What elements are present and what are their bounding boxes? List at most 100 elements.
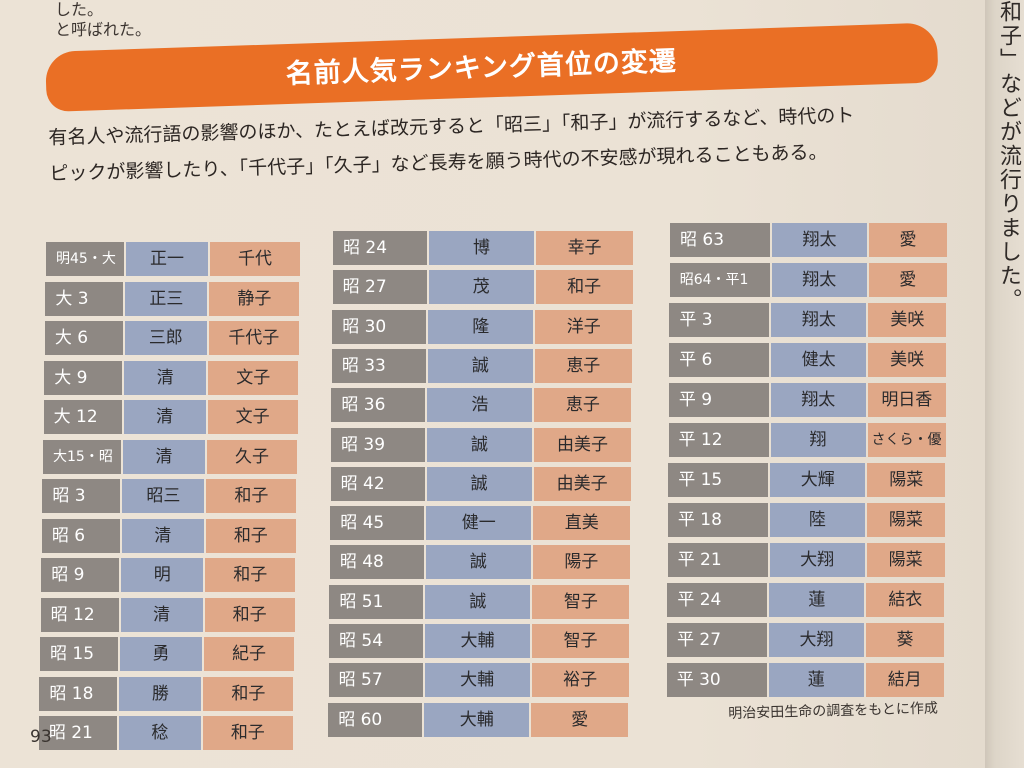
era-cell: 昭 63 (670, 223, 770, 257)
ranking-table-2: 昭 24 博幸子昭 27 茂和子昭 30 隆洋子昭 33 誠恵子昭 36 浩恵子昭 39 誠… (328, 231, 633, 742)
boy-name-cell: 清 (121, 518, 204, 553)
era-cell: 昭 45 (330, 506, 425, 541)
table-row: 昭 36 浩恵子 (331, 388, 632, 423)
table-row: 大 9 清文子 (44, 360, 299, 395)
girl-name-cell: 幸子 (536, 231, 633, 265)
boy-name-cell: 清 (120, 597, 203, 632)
table-row: 昭 21 稔和子 (38, 716, 293, 750)
girl-name-cell: 美咲 (868, 343, 947, 377)
boy-name-cell: 翔太 (771, 303, 867, 337)
table-row: 昭 45 健一 直美 (330, 506, 631, 541)
era-cell: 昭 27 (332, 270, 427, 305)
boy-name-cell: 三郎 (124, 321, 207, 355)
era-cell: 昭 24 (333, 231, 427, 265)
era-cell: 平 12 (668, 423, 769, 457)
boy-name-cell: 勝 (119, 676, 202, 711)
boy-name-cell: 翔 (770, 423, 866, 457)
boy-name-cell: 浩 (427, 388, 533, 423)
girl-name-cell: 智子 (532, 624, 629, 658)
era-cell: 昭 33 (331, 348, 426, 383)
table-row: 昭 30 隆洋子 (332, 309, 633, 344)
table-row: 昭 15 勇紀子 (40, 637, 294, 671)
era-cell: 昭 60 (328, 702, 423, 737)
boy-name-cell: 大翔 (769, 623, 864, 657)
table-row: 昭 60 大輔愛 (328, 702, 629, 737)
boy-name-cell: 誠 (425, 584, 531, 619)
table-row: 昭 51 誠智子 (329, 584, 630, 619)
girl-name-cell: 直美 (533, 506, 631, 541)
era-cell: 平 21 (667, 543, 768, 577)
era-cell: 昭 9 (41, 558, 120, 592)
era-cell: 昭 48 (329, 545, 424, 580)
section-title: 名前人気ランキング首位の変遷 (285, 46, 678, 91)
girl-name-cell: 結月 (865, 663, 944, 697)
era-cell: 昭 54 (329, 624, 423, 658)
era-cell: 昭 12 (40, 597, 119, 632)
girl-name-cell: 和子 (202, 716, 293, 750)
girl-name-cell: 恵子 (534, 388, 632, 423)
boy-name-cell: 正一 (126, 242, 208, 276)
boy-name-cell: 翔太 (770, 383, 866, 417)
boy-name-cell: 翔太 (772, 223, 867, 257)
table-row: 昭 9 明和子 (41, 558, 296, 592)
era-cell: 平 6 (669, 343, 770, 377)
table-row: 昭 27 茂和子 (332, 270, 633, 305)
table-row: 昭 12 清和子 (40, 597, 295, 632)
girl-name-cell: 愛 (868, 263, 947, 297)
table-row: 昭 42 誠由美子 (330, 466, 631, 501)
era-cell: 昭 3 (42, 479, 121, 513)
boy-name-cell: 正三 (125, 281, 208, 316)
girl-name-cell: 陽子 (532, 545, 630, 580)
girl-name-cell: 和子 (204, 597, 295, 632)
table-row: 昭 24 博幸子 (333, 231, 633, 265)
girl-name-cell: 和子 (535, 270, 633, 305)
girl-name-cell: 和子 (206, 479, 297, 513)
girl-name-cell: 和子 (203, 676, 294, 711)
era-cell: 昭 36 (331, 388, 426, 423)
boy-name-cell: 大輔 (425, 624, 530, 658)
girl-name-cell: 久子 (207, 439, 297, 474)
page-number: 93 (30, 727, 52, 747)
boy-name-cell: 大翔 (769, 543, 865, 577)
top-text-line: と呼ばれた。 (55, 20, 152, 39)
table-row: 大 12 清文子 (43, 400, 298, 434)
girl-name-cell: 恵子 (534, 348, 632, 383)
table-row: 昭 33 誠恵子 (331, 348, 632, 383)
era-cell: 昭64・平1 (669, 263, 770, 297)
table-row: 昭 6 清和子 (41, 518, 296, 553)
boy-name-cell: 蓮 (768, 663, 864, 697)
era-cell: 昭 57 (328, 663, 423, 698)
boy-name-cell: 陸 (769, 503, 865, 537)
era-cell: 大 9 (44, 360, 123, 395)
girl-name-cell: 和子 (205, 558, 296, 592)
girl-name-cell: 文子 (208, 360, 299, 395)
boy-name-cell: 明 (121, 558, 204, 592)
era-cell: 昭 30 (332, 309, 427, 344)
girl-name-cell: 葵 (866, 623, 944, 657)
era-cell: 平 3 (669, 303, 770, 337)
table-row: 大 3 正三 静子 (45, 281, 300, 316)
era-cell: 平 24 (667, 583, 768, 617)
boy-name-cell: 大輔 (424, 663, 530, 698)
table-row: 平 30 蓮結月 (666, 663, 944, 697)
girl-name-cell: 千代 (210, 242, 300, 276)
era-cell: 昭 6 (41, 518, 120, 553)
boy-name-cell: 清 (124, 360, 207, 395)
top-text: した。 と呼ばれた。 (55, 0, 151, 40)
boy-name-cell: 博 (429, 231, 534, 265)
era-cell: 平 15 (668, 463, 769, 497)
girl-name-cell: さくら・優花 (867, 423, 946, 482)
girl-name-cell: 陽菜 (866, 503, 945, 537)
girl-name-cell: 静子 (209, 281, 300, 316)
girl-name-cell: 陽菜 (866, 543, 945, 577)
girl-name-cell: 愛 (531, 702, 629, 737)
era-cell: 平 9 (668, 383, 769, 417)
table-row: 大15・昭1清久子 (43, 439, 297, 499)
girl-name-cell: 由美子 (533, 466, 631, 501)
girl-name-cell: 文子 (207, 400, 298, 434)
girl-name-cell: 千代子 (208, 321, 299, 355)
girl-name-cell: 由美子 (534, 427, 631, 462)
table-row: 大 6 三郎 千代子 (44, 321, 299, 355)
girl-name-cell: 明日香 (867, 383, 946, 417)
